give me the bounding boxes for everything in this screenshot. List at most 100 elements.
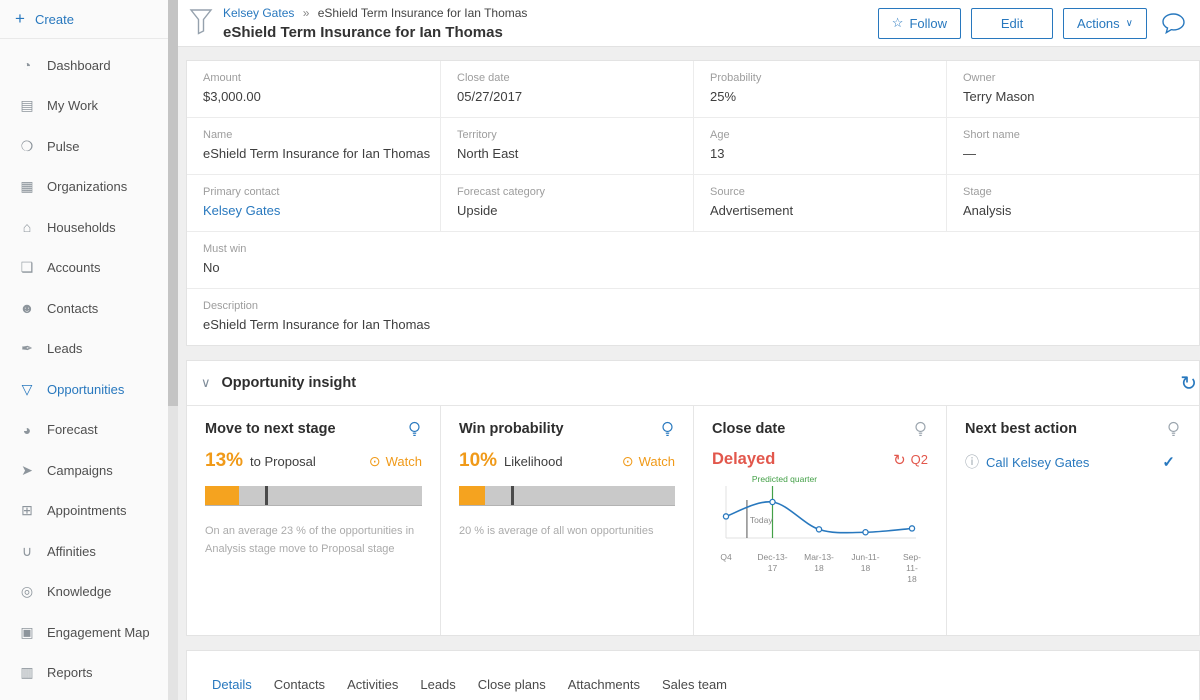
sidebar-item-knowledge[interactable]: ◎ Knowledge [0,572,168,613]
sidebar-item-label: Forecast [47,422,98,438]
collapse-chevron-icon[interactable]: ∨ [201,375,211,390]
chat-bubble-icon [1162,12,1185,34]
sidebar-item-engagement-map[interactable]: ▣ Engagement Map [0,612,168,653]
sidebar-item-pulse[interactable]: ❍ Pulse [0,126,168,167]
chevron-down-icon: ∨ [1125,17,1133,29]
field-value-link[interactable]: Kelsey Gates [203,203,281,218]
edit-label: Edit [1000,15,1024,31]
win-probability-percent: 10% [459,450,498,471]
sidebar-item-affinities[interactable]: ∪ Affinities [0,531,168,572]
watch-button[interactable]: ⊙ Watch [622,453,675,470]
field-forecast-category: Forecast category Upside [440,175,693,231]
sidebar-item-households[interactable]: ⌂ Households [0,207,168,248]
content: Amount $3,000.00 Close date 05/27/2017 Proba… [178,47,1200,700]
tab-sales-team[interactable]: Sales team [661,677,728,692]
topbar: Kelsey Gates » eShield Term Insurance fo… [178,0,1200,47]
sidebar-item-leads[interactable]: ✒ Leads [0,329,168,370]
field-value: — [963,146,976,161]
field-label: Age [710,129,730,141]
chat-button[interactable] [1161,12,1186,35]
opportunities-icon: ▽ [21,380,33,397]
tab-leads[interactable]: Leads [420,677,456,692]
lightbulb-icon [662,421,673,436]
tab-contacts[interactable]: Contacts [273,677,326,692]
chart-tick: Q4 [720,552,732,562]
tab-close-plans[interactable]: Close plans [477,677,546,692]
sidebar-nav: ◔ Dashboard ▤ My Work ❍ Pulse ▦ Organizations ⌂ H… [0,39,168,693]
sidebar-item-label: Campaigns [47,462,113,478]
sidebar-item-accounts[interactable]: ❏ Accounts [0,248,168,289]
field-label: Territory [457,129,497,141]
main: Kelsey Gates » eShield Term Insurance fo… [178,0,1200,700]
details-row: Primary contact Kelsey Gates Forecast cate… [187,175,1199,232]
insight-card-move-to-next-stage: Move to next stage 13% to Proposal [187,406,440,635]
svg-text:Today: Today [750,515,773,525]
field-value: 25% [710,89,737,104]
field-label: Stage [963,186,992,198]
sidebar-item-organizations[interactable]: ▦ Organizations [0,167,168,208]
create-button[interactable]: + Create [0,0,168,39]
sidebar-item-label: Knowledge [47,584,112,600]
field-source: Source Advertisement [693,175,946,231]
field-primary-contact: Primary contact Kelsey Gates [187,175,440,231]
field-value: Analysis [963,203,1012,218]
complete-check-icon[interactable]: ✓ [1162,454,1175,471]
sidebar-item-label: Organizations [47,179,128,195]
sidebar-item-label: Affinities [47,543,96,559]
card-title: Next best action [965,421,1077,437]
watch-label: Watch [385,453,422,469]
pulse-icon: ❍ [20,137,34,154]
close-date-chart-wrap: Predicted quarter Today Q4 Dec-13- 17 Mar-1… [712,474,924,584]
sidebar-item-appointments[interactable]: ⊞ Appointments [0,491,168,532]
sidebar-item-opportunities[interactable]: ▽ Opportunities [0,369,168,410]
sidebar-item-label: Appointments [47,503,127,519]
insight-card-close-date: Close date Delayed ↻ Q2 [693,406,946,635]
sidebar-item-campaigns[interactable]: ➤ Campaigns [0,450,168,491]
appointments-icon: ⊞ [21,502,33,519]
field-value: Terry Mason [963,89,1035,104]
contacts-icon: ☻ [19,300,35,317]
field-value: No [203,260,220,275]
field-value: Advertisement [710,203,794,218]
households-icon: ⌂ [22,219,32,236]
field-must-win: Must win No [187,232,1199,289]
follow-button[interactable]: ☆ Follow [877,7,962,39]
sidebar-item-label: Reports [47,665,93,681]
opportunity-funnel-icon [189,8,213,35]
follow-label: Follow [909,15,948,31]
actions-label: Actions [1077,15,1120,31]
actions-button[interactable]: Actions ∨ [1063,7,1147,39]
watch-button[interactable]: ⊙ Watch [369,453,422,470]
sidebar-item-reports[interactable]: ▥ Reports [0,653,168,694]
info-icon: ⓘ [965,454,979,470]
header-text: Kelsey Gates » eShield Term Insurance fo… [223,6,527,41]
refresh-icon[interactable]: ↻ [1180,372,1197,395]
sidebar-item-forecast[interactable]: ◕ Forecast [0,410,168,451]
create-label: Create [34,11,74,27]
breadcrumb-parent-link[interactable]: Kelsey Gates [223,5,295,20]
scrollbar-thumb[interactable] [168,0,178,406]
sidebar-item-my-work[interactable]: ▤ My Work [0,86,168,127]
tab-details[interactable]: Details [212,677,252,692]
insight-card-next-best-action: Next best action ⓘ Call Kelsey Gates ✓ [946,406,1199,635]
tab-activities[interactable]: Activities [347,677,399,692]
sidebar-item-label: Opportunities [47,381,125,397]
field-label: Name [203,129,233,141]
edit-button[interactable]: Edit [971,7,1054,39]
sidebar-scrollbar[interactable] [168,0,178,700]
field-value: eShield Term Insurance for Ian Thomas [203,317,431,332]
field-label: Amount [203,72,241,84]
insight-card-win-probability: Win probability 10% Likelihood ⊙ [440,406,693,635]
card-caption: 20 % is average of all won opportunities [459,525,654,537]
field-description: Description eShield Term Insurance for I… [187,289,1199,345]
sidebar-item-dashboard[interactable]: ◔ Dashboard [0,45,168,86]
sidebar-item-label: Households [47,219,116,235]
details-rows: Amount $3,000.00 Close date 05/27/2017 Proba… [187,61,1199,232]
next-action-link[interactable]: Call Kelsey Gates [986,454,1090,470]
tab-attachments[interactable]: Attachments [567,677,640,692]
insight-header: ∨ Opportunity insight ↻ [187,361,1199,406]
field-short-name: Short name — [946,118,1199,174]
sidebar-item-label: My Work [47,98,99,114]
field-name: Name eShield Term Insurance for Ian Thoma… [187,118,440,174]
sidebar-item-contacts[interactable]: ☻ Contacts [0,288,168,329]
